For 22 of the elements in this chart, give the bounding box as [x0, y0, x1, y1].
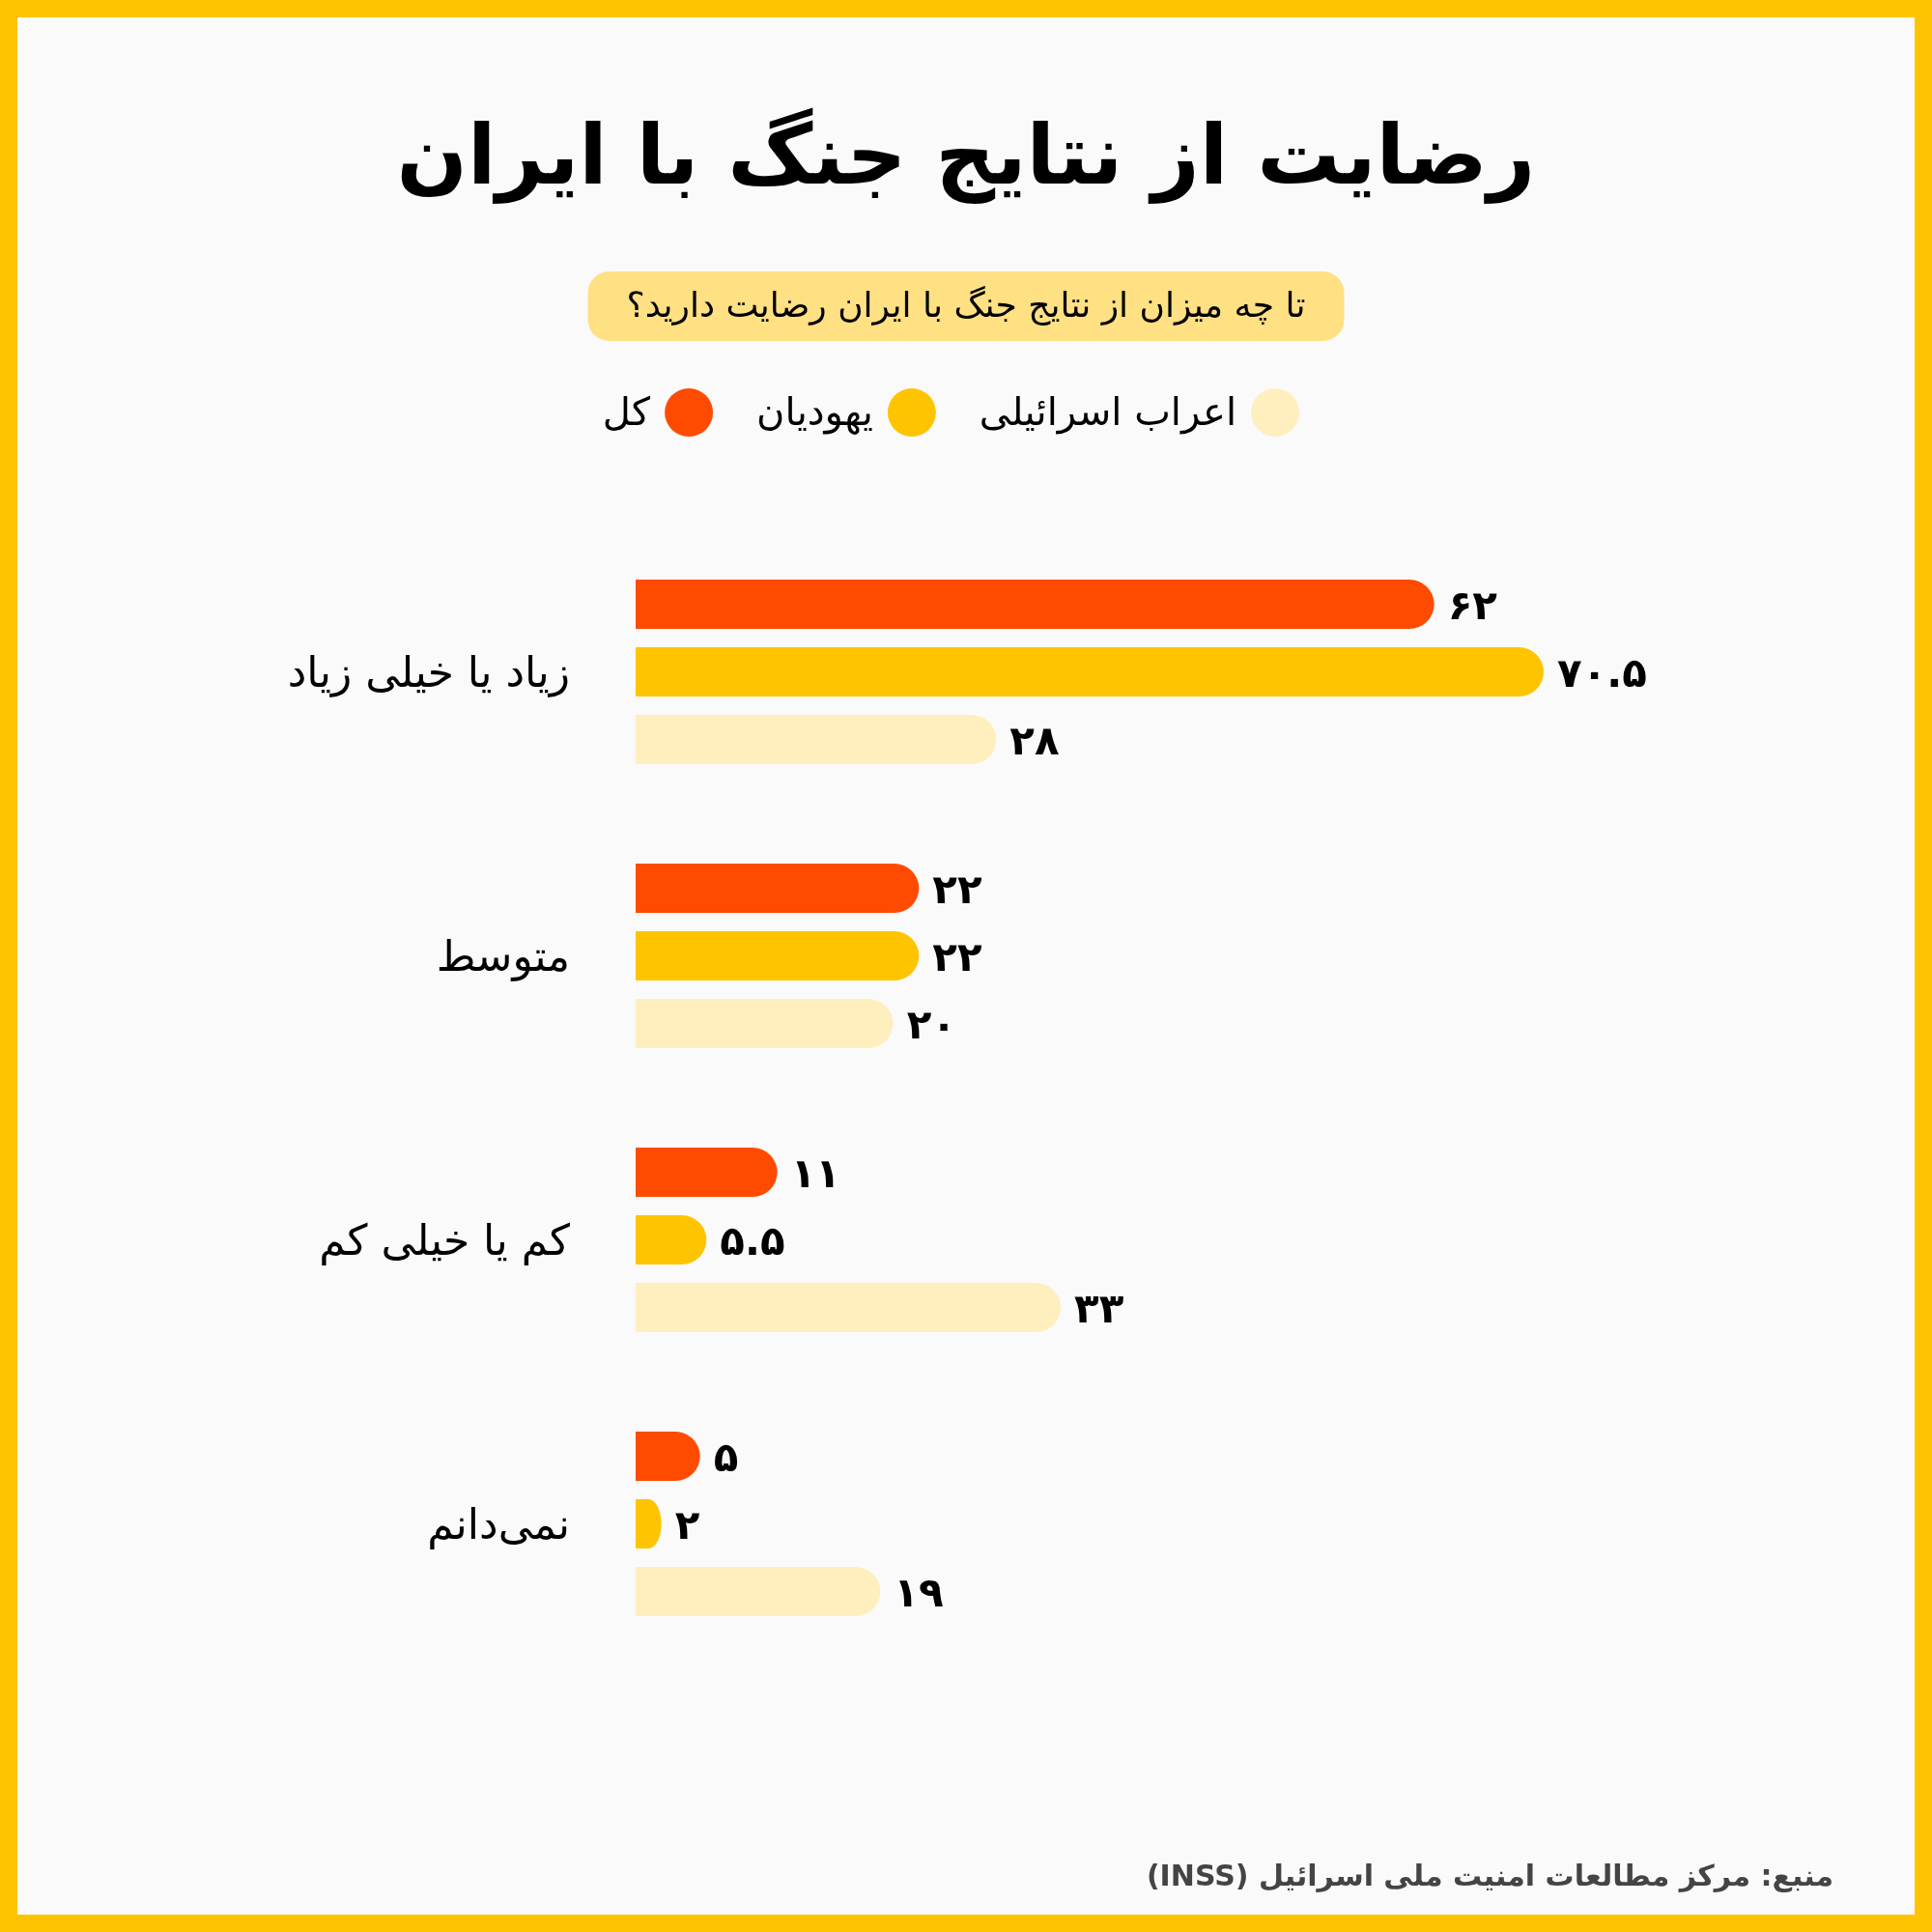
chart-subtitle: تا چه میزان از نتایج جنگ با ایران رضایت دارید؟	[626, 285, 1306, 326]
chart-title: رضایت از نتایج جنگ با ایران	[396, 106, 1536, 204]
y-tick-label: زیاد یا خیلی زیاد	[287, 646, 570, 697]
data-label: ۱۹	[894, 1568, 944, 1616]
data-label: ۱۱	[790, 1149, 840, 1197]
data-label: ۲۸	[1009, 716, 1060, 764]
legend-label: کل	[602, 389, 652, 434]
y-tick-label: کم یا خیلی کم	[319, 1214, 571, 1265]
y-tick-label: متوسط	[436, 930, 570, 981]
data-label: ۲	[674, 1500, 700, 1548]
y-tick-label: نمی‌دانم	[427, 1498, 570, 1549]
text: منبع: مرکز مطالعات امنیت ملی اسرائیل (INSS)	[1146, 1859, 1833, 1892]
data-label: ۵.۵	[720, 1216, 785, 1264]
data-label: ۳۳	[1074, 1284, 1124, 1332]
data-label: ۲۰	[906, 1000, 956, 1048]
legend-label: یهودیان	[756, 389, 873, 435]
data-label: ۲۲	[932, 932, 982, 980]
data-label: ۲۲	[932, 865, 982, 913]
data-label: ۵	[713, 1433, 739, 1481]
legend-label: اعراب اسرائیلی	[979, 389, 1236, 435]
data-label: ۷۰.۵	[1557, 648, 1647, 696]
data-label: ۶۲	[1447, 581, 1498, 629]
